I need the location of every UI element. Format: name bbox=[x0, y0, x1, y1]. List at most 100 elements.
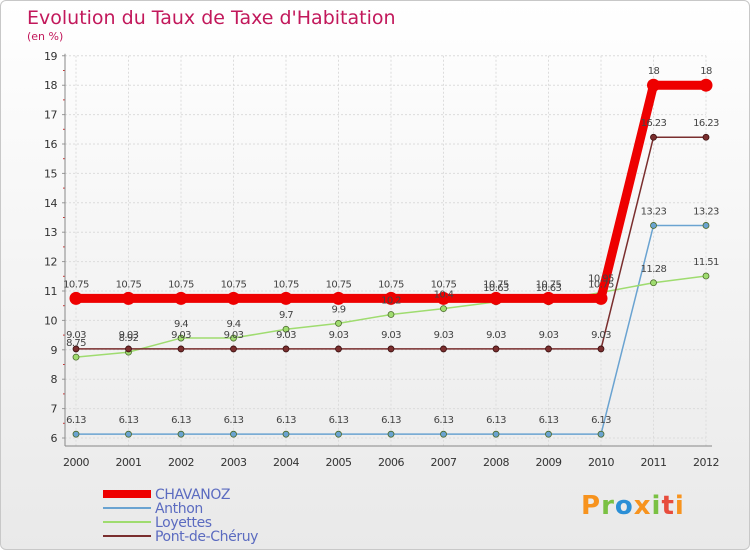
data-label: 18 bbox=[648, 66, 660, 77]
data-label: 9.03 bbox=[119, 330, 139, 341]
data-point bbox=[545, 430, 552, 438]
data-label: 9.03 bbox=[66, 330, 86, 341]
data-point bbox=[489, 291, 503, 305]
plot-data-labels: 10.75 10.75 10.75 10.75 10.75 10.75 10.75 10.75… bbox=[63, 66, 719, 426]
y-tick-label: 14 bbox=[44, 197, 57, 210]
data-point bbox=[282, 430, 290, 438]
data-label: 6.13 bbox=[276, 415, 296, 426]
data-point bbox=[440, 305, 447, 313]
data-label: 10.75 bbox=[536, 279, 562, 290]
data-label: 6.13 bbox=[381, 415, 401, 426]
x-tick-label: 2001 bbox=[116, 456, 142, 469]
data-label: 10.75 bbox=[168, 279, 194, 290]
data-point bbox=[440, 430, 447, 438]
data-point bbox=[597, 430, 605, 438]
y-tick-label: 7 bbox=[51, 403, 58, 416]
data-point bbox=[332, 291, 345, 305]
data-point bbox=[650, 279, 657, 287]
data-label: 9.9 bbox=[331, 304, 345, 315]
data-point bbox=[492, 430, 500, 438]
data-label: 10.2 bbox=[381, 296, 401, 307]
x-tick-label: 2007 bbox=[431, 456, 457, 469]
x-tick-label: 2012 bbox=[693, 456, 719, 469]
data-label: 6.13 bbox=[329, 415, 349, 426]
x-tick-label: 2011 bbox=[641, 456, 667, 469]
data-label: 8.92 bbox=[119, 333, 139, 344]
y-tick-label: 11 bbox=[44, 285, 57, 298]
data-label: 6.13 bbox=[224, 415, 244, 426]
data-point bbox=[335, 319, 342, 327]
data-point bbox=[279, 291, 293, 305]
data-point bbox=[335, 345, 342, 353]
x-tick-label: 2005 bbox=[326, 456, 352, 469]
data-point bbox=[702, 272, 710, 280]
data-label: 9.03 bbox=[329, 330, 349, 341]
data-point bbox=[702, 133, 710, 141]
data-point bbox=[492, 345, 500, 353]
data-point bbox=[230, 430, 237, 438]
data-point bbox=[387, 311, 395, 318]
y-tick-label: 13 bbox=[44, 226, 57, 239]
data-point bbox=[230, 345, 237, 353]
chart-title: Evolution du Taux de Taxe d'Habitation bbox=[27, 7, 396, 29]
x-tick-label: 2010 bbox=[588, 456, 614, 469]
data-label: 6.13 bbox=[171, 415, 191, 426]
data-point bbox=[702, 222, 710, 229]
data-point bbox=[227, 291, 240, 305]
legend-label: CHAVANOZ bbox=[155, 487, 230, 503]
data-point bbox=[387, 430, 395, 438]
data-label: 9.03 bbox=[276, 330, 296, 341]
x-tick-label: 2009 bbox=[536, 456, 562, 469]
y-tick-label: 17 bbox=[44, 109, 57, 122]
legend-label: Loyettes bbox=[155, 515, 212, 531]
unit-label: (en %) bbox=[27, 30, 64, 43]
data-point bbox=[69, 291, 83, 305]
data-point bbox=[335, 430, 342, 438]
data-point bbox=[594, 291, 608, 305]
data-label: 9.4 bbox=[174, 319, 188, 330]
data-label: 6.13 bbox=[539, 415, 559, 426]
data-point bbox=[174, 291, 188, 305]
y-tick-label: 19 bbox=[44, 50, 57, 63]
data-point bbox=[699, 78, 713, 92]
data-label: 13.23 bbox=[641, 206, 667, 217]
y-tick-label: 10 bbox=[44, 314, 57, 327]
data-point bbox=[125, 430, 132, 438]
data-label: 9.03 bbox=[224, 330, 244, 341]
data-label: 11.28 bbox=[641, 264, 667, 275]
data-point bbox=[177, 334, 185, 342]
data-point bbox=[650, 222, 657, 229]
x-tick-label: 2004 bbox=[273, 456, 299, 469]
legend-label: Pont-de-Chéruy bbox=[155, 529, 258, 545]
data-point bbox=[647, 78, 660, 92]
data-point bbox=[177, 430, 185, 438]
data-point bbox=[437, 291, 450, 305]
data-point bbox=[282, 325, 290, 333]
y-tick-label: 12 bbox=[44, 256, 57, 269]
proxiti-logo: Proxiti bbox=[581, 491, 685, 521]
data-label: 6.13 bbox=[486, 415, 506, 426]
data-label: 9.03 bbox=[171, 330, 191, 341]
data-point bbox=[387, 345, 395, 353]
data-point bbox=[542, 291, 555, 305]
data-label: 10.75 bbox=[431, 279, 457, 290]
data-label: 10.75 bbox=[63, 279, 89, 290]
data-point bbox=[122, 291, 135, 305]
data-label: 10.75 bbox=[273, 279, 299, 290]
data-point bbox=[545, 345, 552, 353]
plot-grid bbox=[65, 55, 707, 446]
y-tick-label: 9 bbox=[51, 344, 58, 357]
data-label: 9.7 bbox=[279, 310, 293, 321]
data-label: 9.03 bbox=[381, 330, 401, 341]
y-tick-label: 6 bbox=[51, 432, 58, 445]
legend-label: Anthon bbox=[155, 501, 203, 517]
data-point bbox=[440, 345, 447, 353]
data-label: 10.75 bbox=[588, 279, 614, 290]
data-label: 10.63 bbox=[536, 283, 562, 294]
x-tick-label: 2002 bbox=[168, 456, 194, 469]
data-point bbox=[72, 345, 80, 353]
data-point bbox=[282, 345, 290, 353]
data-point bbox=[72, 353, 80, 361]
data-point bbox=[384, 291, 398, 305]
